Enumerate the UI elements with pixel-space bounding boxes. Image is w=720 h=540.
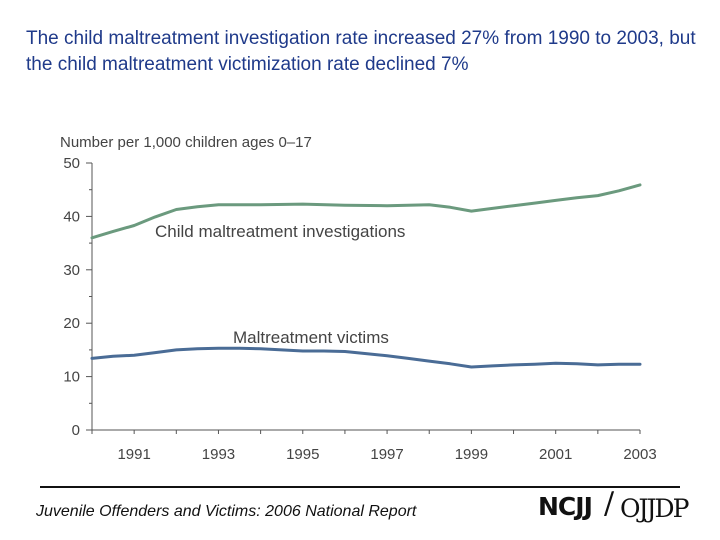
logo-slash: / bbox=[604, 486, 615, 521]
x-tick-label: 1999 bbox=[455, 446, 488, 463]
x-tick-label: 1997 bbox=[370, 446, 403, 463]
series-layer bbox=[90, 183, 642, 369]
x-tick-label: 1995 bbox=[286, 446, 319, 463]
x-tick-label: 1993 bbox=[202, 446, 235, 463]
y-tick-label: 40 bbox=[63, 208, 80, 225]
ncjj-logo: NCJJ bbox=[538, 492, 593, 521]
x-tick-label: 2003 bbox=[623, 446, 656, 463]
line-chart: Number per 1,000 children ages 0–17 0 10 2… bbox=[60, 134, 657, 463]
x-tick-label: 2001 bbox=[539, 446, 572, 463]
victims-line bbox=[90, 346, 642, 369]
x-tick-labels: 1991 1993 1995 1997 1999 2001 2003 bbox=[117, 446, 656, 463]
y-tick-label: 30 bbox=[63, 262, 80, 279]
slide-title: The child maltreatment investigation rat… bbox=[26, 28, 696, 75]
x-tick-label: 1991 bbox=[117, 446, 150, 463]
y-tick-labels: 0 10 20 30 40 50 bbox=[63, 155, 80, 439]
y-tick-label: 10 bbox=[63, 369, 80, 386]
series-label-victims: Maltreatment victims bbox=[233, 328, 389, 347]
y-axis-label: Number per 1,000 children ages 0–17 bbox=[60, 134, 312, 151]
axes bbox=[86, 162, 641, 434]
y-tick-label: 20 bbox=[63, 315, 80, 332]
series-label-investigations: Child maltreatment investigations bbox=[155, 222, 405, 241]
footer-divider bbox=[40, 486, 680, 488]
footer-source: Juvenile Offenders and Victims: 2006 Nat… bbox=[36, 503, 417, 520]
ojjdp-logo: OJJDP bbox=[620, 494, 689, 523]
y-tick-label: 0 bbox=[72, 422, 80, 439]
investigations-line bbox=[90, 183, 642, 240]
y-tick-label: 50 bbox=[63, 155, 80, 172]
